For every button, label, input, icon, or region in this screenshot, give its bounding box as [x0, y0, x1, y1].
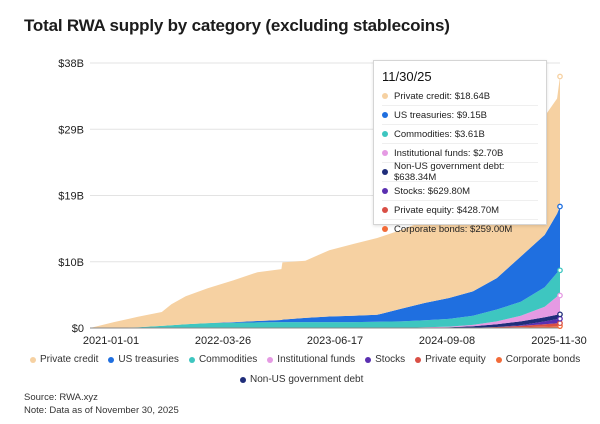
legend-label: Private equity — [425, 354, 486, 365]
tooltip-rows: Private credit: $18.64B US treasuries: $9… — [382, 87, 538, 238]
legend-item[interactable]: Stocks — [365, 354, 405, 365]
legend-label: Non-US government debt — [250, 374, 364, 385]
legend-item[interactable]: Corporate bonds — [495, 354, 581, 365]
source-text: Source: RWA.xyz — [24, 392, 98, 403]
legend-dot-icon — [188, 356, 195, 363]
y-tick-label: $19B — [58, 191, 84, 203]
tooltip-row: Private equity: $428.70M — [382, 201, 538, 220]
tooltip-label: Corporate bonds: $259.00M — [394, 223, 513, 235]
legend-dot-icon — [365, 356, 372, 363]
y-tick-label: $38B — [58, 58, 84, 70]
legend-row: Non-US government debt — [240, 374, 373, 385]
legend-dot-icon — [267, 356, 274, 363]
x-tick-label: 2021-01-01 — [83, 335, 139, 347]
legend-dot-icon — [382, 150, 388, 156]
tooltip-label: Private credit: $18.64B — [394, 90, 491, 102]
tooltip-row: Non-US government debt: $638.34M — [382, 161, 538, 183]
tooltip-row: Commodities: $3.61B — [382, 125, 538, 144]
tooltip-row: Institutional funds: $2.70B — [382, 144, 538, 163]
tooltip-label: Private equity: $428.70M — [394, 204, 500, 216]
x-tick-label: 2022-03-26 — [195, 335, 251, 347]
hover-marker — [557, 203, 563, 210]
legend-item[interactable]: Private equity — [415, 354, 486, 365]
legend-row: Private credit US treasuries Commodities In… — [30, 354, 590, 365]
tooltip-row: Stocks: $629.80M — [382, 182, 538, 201]
hover-marker — [557, 311, 563, 318]
y-tick-label: $29B — [58, 124, 84, 136]
area-private-credit — [90, 76, 560, 328]
hover-marker — [557, 315, 563, 322]
tooltip-row: Private credit: $18.64B — [382, 87, 538, 106]
tooltip-label: Institutional funds: $2.70B — [394, 147, 504, 159]
tooltip-label: Non-US government debt: $638.34M — [394, 161, 505, 183]
legend-dot-icon — [382, 131, 388, 137]
y-tick-label: $10B — [58, 257, 84, 269]
x-tick-label: 2025-11-30 — [531, 335, 586, 347]
legend-label: US treasuries — [118, 354, 179, 365]
x-tick-label: 2024-09-08 — [419, 335, 475, 347]
tooltip-label: Stocks: $629.80M — [394, 185, 471, 197]
tooltip-date: 11/30/25 — [382, 69, 432, 84]
legend-dot-icon — [382, 93, 388, 99]
legend-label: Private credit — [40, 354, 99, 365]
tooltip-row: US treasuries: $9.15B — [382, 106, 538, 125]
x-tick-label: 2023-06-17 — [307, 335, 363, 347]
legend-dot-icon — [108, 356, 115, 363]
legend-dot-icon — [382, 226, 388, 232]
tooltip-row: Corporate bonds: $259.00M — [382, 220, 538, 238]
legend-label: Corporate bonds — [505, 354, 581, 365]
legend-item[interactable]: US treasuries — [108, 354, 179, 365]
legend-dot-icon — [415, 356, 422, 363]
legend-dot-icon — [382, 207, 388, 213]
hover-marker — [557, 320, 563, 327]
legend-label: Institutional funds — [277, 354, 356, 365]
tooltip-label: Commodities: $3.61B — [394, 128, 485, 140]
y-tick-label: $0 — [72, 323, 84, 335]
legend-dot-icon — [30, 356, 36, 363]
legend-dot-icon — [382, 169, 388, 175]
legend-item[interactable]: Commodities — [188, 354, 258, 365]
chart-title: Total RWA supply by category (excluding … — [24, 16, 450, 35]
legend-item[interactable]: Non-US government debt — [240, 374, 363, 385]
legend-dot-icon — [240, 376, 246, 383]
legend-item[interactable]: Institutional funds — [267, 354, 355, 365]
hover-marker — [557, 292, 563, 299]
legend-label: Stocks — [375, 354, 406, 365]
legend-dot-icon — [382, 112, 388, 118]
hover-marker — [557, 267, 563, 274]
note-text: Note: Data as of November 30, 2025 — [24, 405, 179, 416]
hover-tooltip: 11/30/25 Private credit: $18.64B US treas… — [373, 60, 547, 235]
legend-item[interactable]: Private credit — [30, 354, 98, 365]
legend-label: Commodities — [198, 354, 258, 365]
legend-dot-icon — [495, 356, 502, 363]
tooltip-label: US treasuries: $9.15B — [394, 109, 487, 121]
legend-dot-icon — [382, 188, 388, 194]
hover-marker — [557, 73, 563, 80]
